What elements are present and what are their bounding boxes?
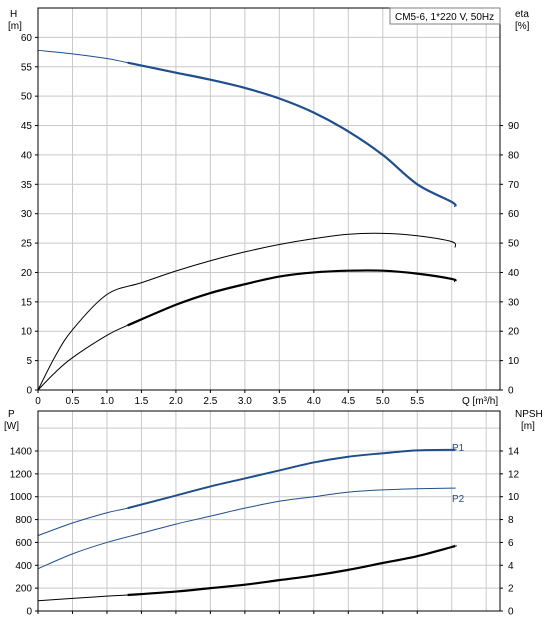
bottom-right-axis-label-line1: NPSH — [515, 409, 543, 420]
top-right-tick-label: 10 — [508, 356, 520, 367]
top-left-axis-label-line2: [m] — [8, 21, 22, 32]
bottom-right-tick-label: 6 — [508, 538, 514, 549]
top-left-tick-label: 20 — [21, 268, 33, 279]
top-left-tick-label: 35 — [21, 180, 33, 191]
x-tick-label: 0 — [35, 396, 41, 407]
x-tick-label: 3.0 — [238, 396, 252, 407]
x-axis-label: Q [m³/h] — [462, 396, 498, 407]
x-tick-label: 2.5 — [203, 396, 217, 407]
bottom-left-tick-label: 1400 — [10, 447, 33, 458]
top-right-tick-label: 60 — [508, 209, 520, 220]
top-chart-frame — [37, 7, 501, 391]
top-chart-tick-labels: 0 5 10 15 20 25 30 35 40 45 50 55 60 0 10 20 30 40 50 60 70 8… — [21, 33, 520, 407]
series-label-p2: P2 — [452, 494, 465, 505]
top-right-tick-label: 70 — [508, 180, 520, 191]
curve-h-thick — [127, 61, 457, 208]
top-chart-curves — [37, 49, 457, 391]
x-tick-label: 1.5 — [134, 396, 148, 407]
top-left-tick-label: 30 — [21, 209, 33, 220]
bottom-left-tick-label: 400 — [15, 561, 32, 572]
top-right-axis-label-line1: eta — [515, 9, 529, 20]
curve-p1-thick — [127, 448, 457, 510]
top-left-tick-label: 10 — [21, 327, 33, 338]
curve-eta-thin — [37, 232, 457, 391]
x-tick-label: 2.0 — [169, 396, 183, 407]
top-left-tick-label: 55 — [21, 62, 33, 73]
chart-title-box — [389, 7, 501, 25]
curve-npsh-thick — [127, 544, 457, 597]
bottom-right-tick-label: 14 — [508, 447, 520, 458]
top-left-tick-label: 5 — [26, 356, 32, 367]
top-left-tick-label: 45 — [21, 121, 33, 132]
bottom-chart-tick-labels: 0 200 400 600 800 1000 1200 1400 0 2 4 6 8 10 12 14 — [10, 447, 520, 618]
chart-frames — [37, 7, 501, 612]
top-right-tick-label: 90 — [508, 121, 520, 132]
top-left-tick-label: 0 — [26, 386, 32, 397]
bottom-left-axis-label-line2: [W] — [4, 421, 19, 432]
top-left-tick-label: 25 — [21, 239, 33, 250]
bottom-left-tick-label: 600 — [15, 538, 32, 549]
bottom-left-tick-label: 1000 — [10, 492, 33, 503]
bottom-left-tick-label: 0 — [26, 607, 32, 618]
top-left-tick-label: 40 — [21, 150, 33, 161]
x-tick-label: 5.5 — [410, 396, 424, 407]
curve-npsh-thin — [37, 545, 457, 602]
curve-h-thin — [37, 49, 457, 207]
bottom-right-tick-label: 12 — [508, 469, 520, 480]
top-right-tick-label: 0 — [508, 386, 514, 397]
bottom-right-tick-label: 0 — [508, 607, 514, 618]
top-right-tick-label: 80 — [508, 150, 520, 161]
top-left-tick-label: 60 — [21, 33, 33, 44]
bottom-chart-curves — [37, 448, 457, 602]
bottom-left-axis-label-line1: P — [8, 409, 15, 420]
top-right-tick-label: 40 — [508, 268, 520, 279]
x-tick-label: 4.5 — [341, 396, 355, 407]
x-tick-label: 0.5 — [66, 396, 80, 407]
bottom-left-tick-label: 1200 — [10, 469, 33, 480]
curve-eta-pump-thin — [37, 269, 457, 391]
bottom-right-tick-label: 2 — [508, 584, 514, 595]
curve-eta-pump-thick — [127, 269, 457, 327]
bottom-right-tick-label: 10 — [508, 492, 520, 503]
x-tick-label: 3.5 — [272, 396, 286, 407]
top-left-tick-label: 15 — [21, 297, 33, 308]
x-tick-label: 1.0 — [100, 396, 114, 407]
bottom-left-tick-label: 800 — [15, 515, 32, 526]
series-label-p1: P1 — [452, 443, 465, 454]
top-left-tick-label: 50 — [21, 92, 33, 103]
x-tick-label: 4.0 — [307, 396, 321, 407]
curve-p1-thin — [37, 449, 457, 537]
bottom-right-axis-label-line2: [m] — [521, 421, 535, 432]
top-chart-grid — [38, 7, 500, 390]
bottom-right-tick-label: 8 — [508, 515, 514, 526]
bottom-right-tick-label: 4 — [508, 561, 514, 572]
x-tick-label: 5.0 — [376, 396, 390, 407]
curve-p2-thin — [37, 487, 457, 570]
top-right-tick-label: 20 — [508, 327, 520, 338]
top-right-axis-label-line2: [%] — [515, 21, 530, 32]
top-right-tick-label: 50 — [508, 239, 520, 250]
chart-title: CM5-6, 1*220 V, 50Hz — [395, 12, 494, 23]
top-left-axis-label-line1: H — [10, 9, 17, 20]
bottom-left-tick-label: 200 — [15, 584, 32, 595]
bottom-chart-frame — [37, 410, 501, 612]
top-right-tick-label: 30 — [508, 297, 520, 308]
